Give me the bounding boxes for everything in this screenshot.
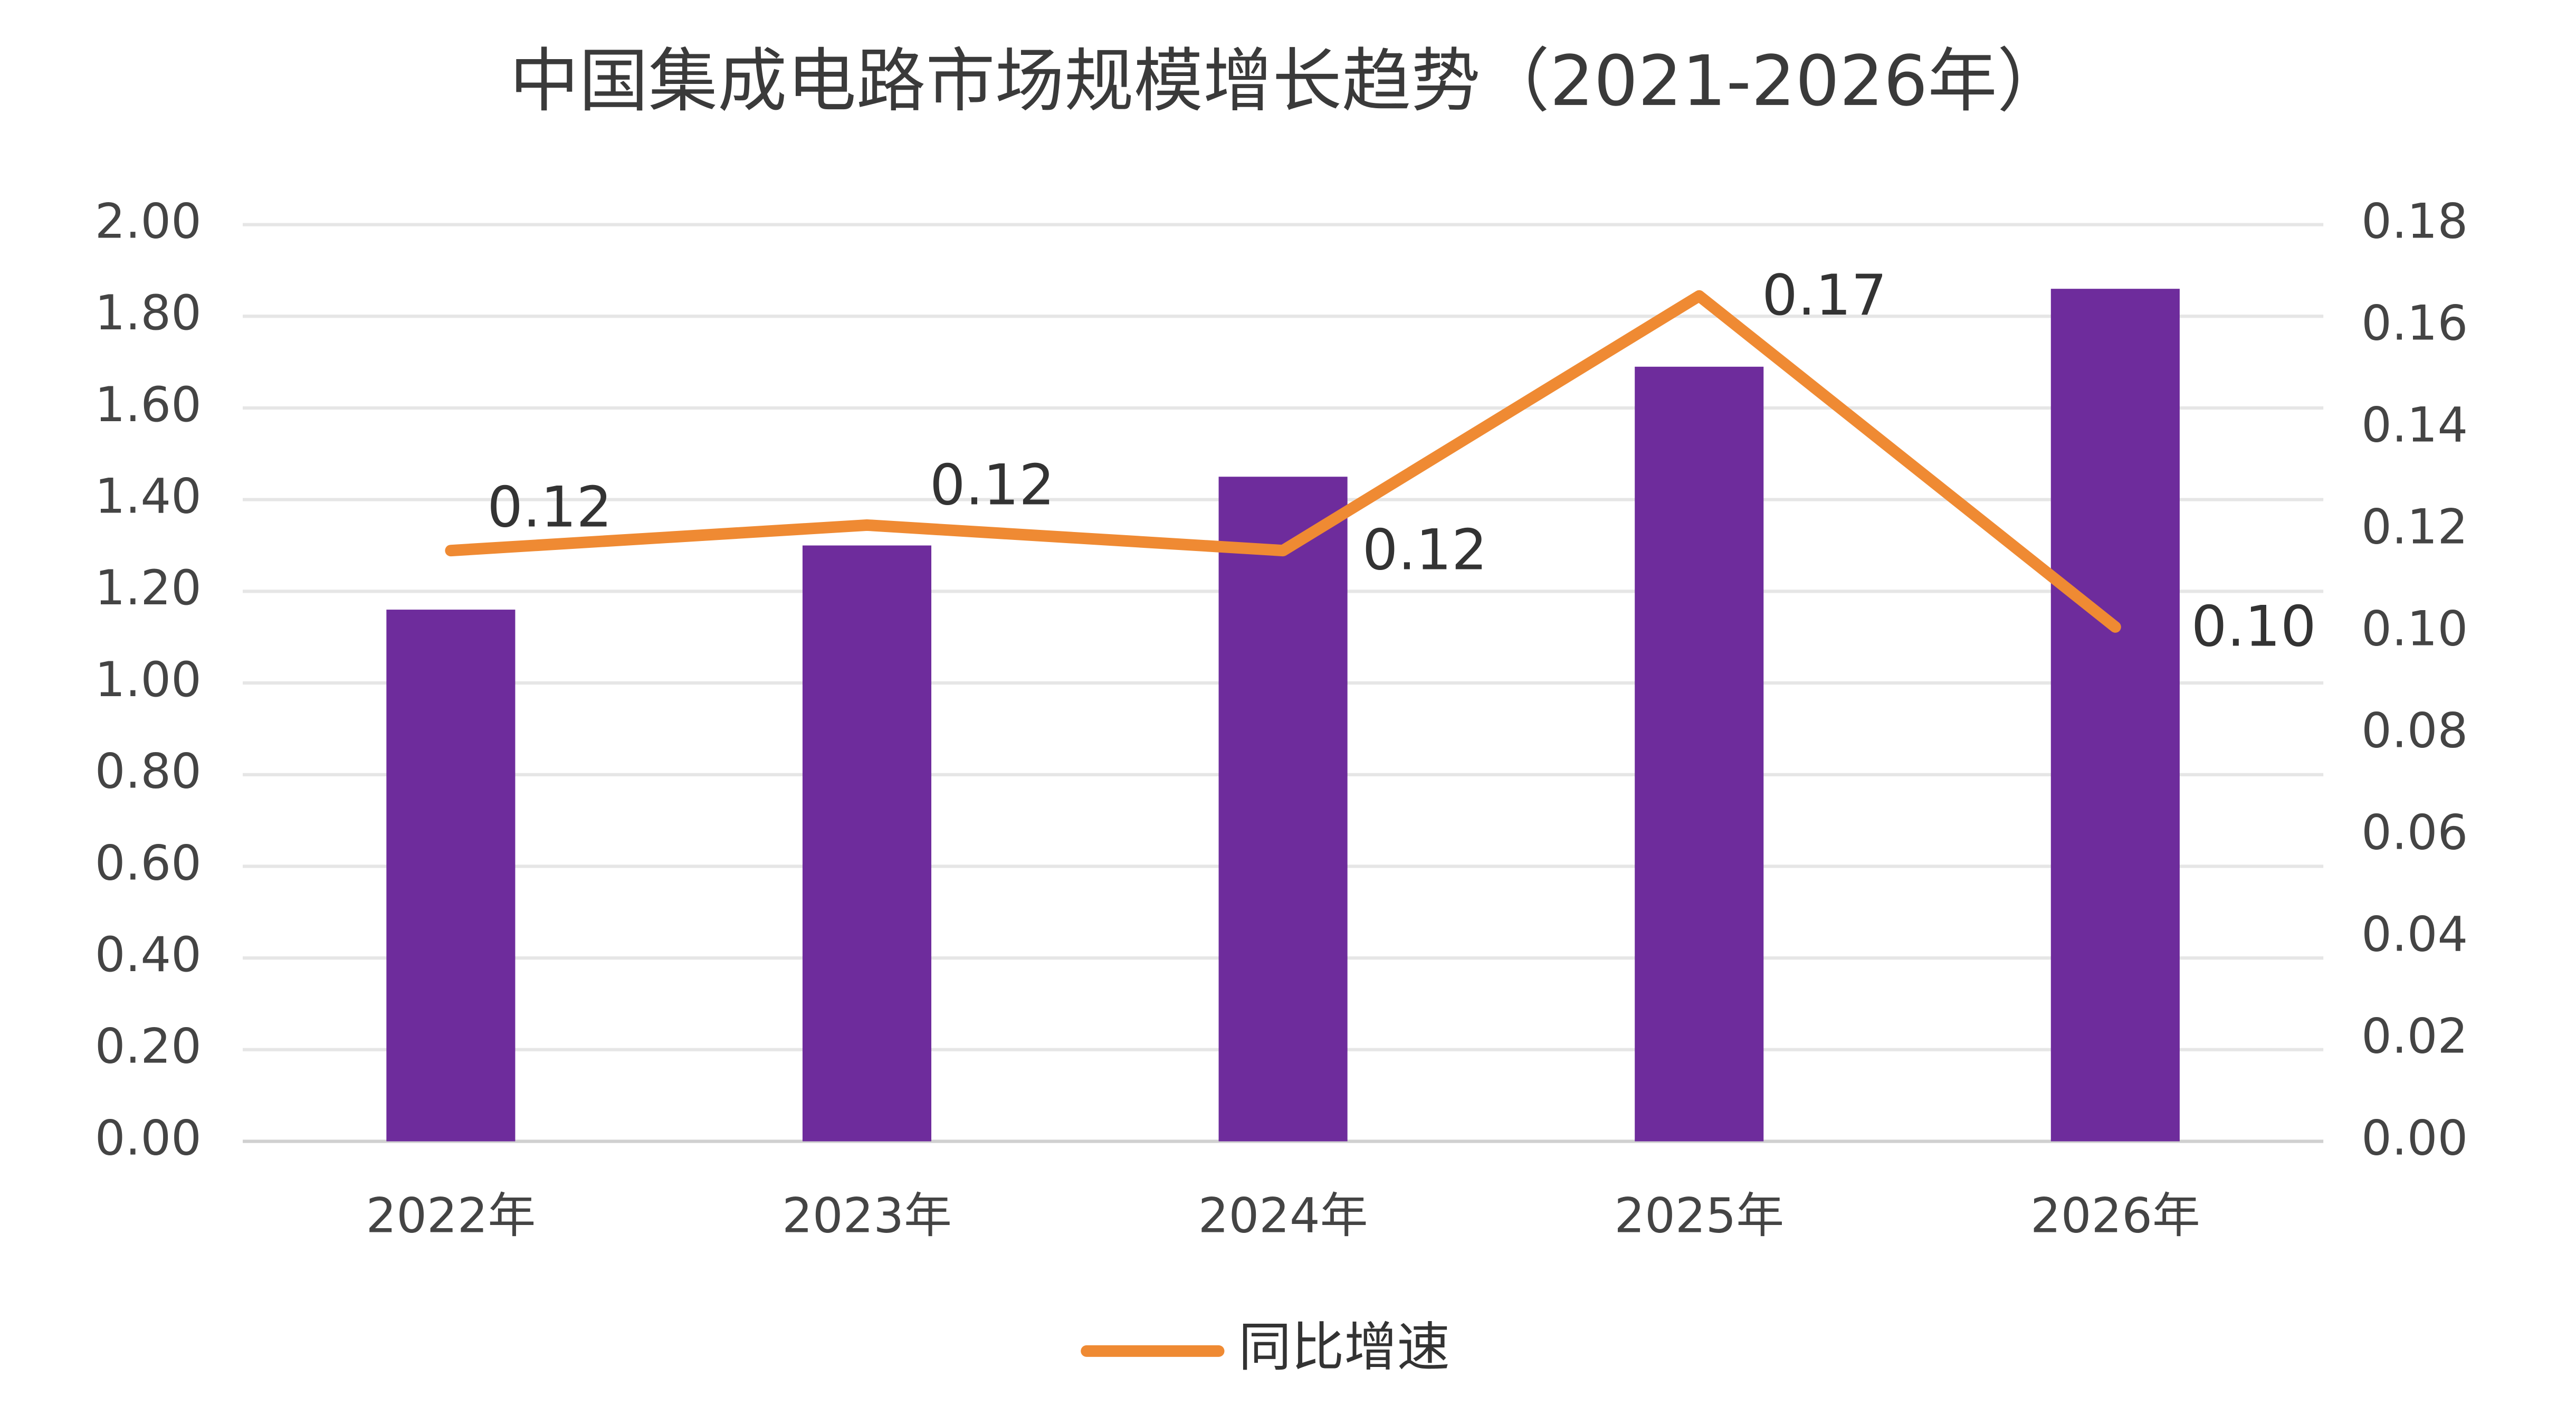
- legend-label: 同比增速: [1238, 1316, 1450, 1378]
- y-tick-label: 0.20: [95, 1019, 202, 1075]
- y2-tick-label: 0.10: [2361, 601, 2468, 657]
- y2-tick-label: 0.14: [2361, 397, 2468, 453]
- y-tick-label: 2.00: [95, 194, 202, 249]
- y2-tick-label: 0.18: [2361, 194, 2468, 249]
- x-tick-label: 2026年: [2030, 1188, 2200, 1243]
- y-tick-label: 0.00: [95, 1110, 202, 1166]
- bar: [1218, 477, 1348, 1142]
- data-label: 0.12: [1362, 518, 1487, 583]
- bar: [1635, 366, 1764, 1142]
- x-tick-label: 2024年: [1198, 1188, 1368, 1243]
- data-label: 0.10: [2191, 594, 2316, 659]
- y2-tick-label: 0.06: [2361, 805, 2468, 860]
- y2-tick-label: 0.16: [2361, 296, 2468, 351]
- bar: [802, 545, 932, 1142]
- line: [445, 290, 2121, 633]
- bar: [386, 610, 516, 1142]
- y-tick-label: 1.60: [95, 377, 202, 433]
- y-tick-label: 0.80: [95, 744, 202, 800]
- x-tick-label: 2025年: [1614, 1188, 1784, 1243]
- chart-title: 中国集成电路市场规模增长趋势（2021-2026年）: [510, 41, 2067, 121]
- x-tick-label: 2023年: [782, 1188, 952, 1243]
- data-label: 0.17: [1762, 263, 1887, 328]
- y-tick-label: 1.80: [95, 286, 202, 341]
- bar: [2050, 289, 2180, 1142]
- data-label: 0.12: [930, 452, 1055, 518]
- y-tick-label: 1.20: [95, 561, 202, 616]
- y2-tick-label: 0.04: [2361, 907, 2468, 962]
- y2-tick-label: 0.00: [2361, 1110, 2468, 1166]
- y2-tick-label: 0.12: [2361, 499, 2468, 555]
- data-label: 0.12: [487, 474, 612, 540]
- y2-tick-label: 0.02: [2361, 1009, 2468, 1064]
- y-tick-label: 0.60: [95, 835, 202, 891]
- y-tick-label: 1.00: [95, 652, 202, 708]
- y2-tick-label: 0.08: [2361, 703, 2468, 758]
- y-tick-label: 0.40: [95, 927, 202, 983]
- y-tick-label: 1.40: [95, 469, 202, 525]
- x-tick-label: 2022年: [366, 1188, 536, 1243]
